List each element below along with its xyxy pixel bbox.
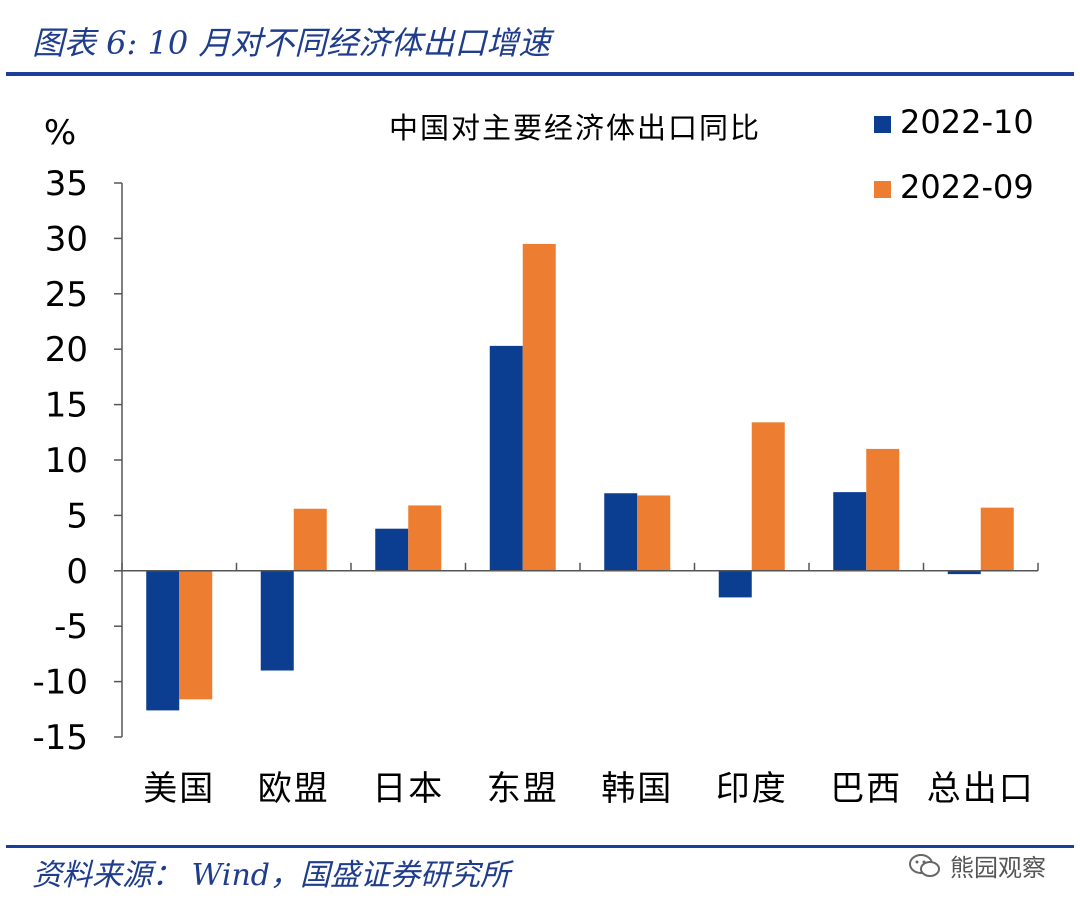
figure-title: 图表 6: 10 月对不同经济体出口增速 [32,24,551,62]
y-tick-label: 10 [45,441,88,481]
y-tick-label: -15 [32,718,88,758]
y-tick-label: 20 [45,330,88,370]
watermark: 熊园观察 [908,848,1046,883]
bar-2022-09-美国 [179,570,213,700]
bar-2022-09-巴西 [866,448,900,571]
bar-2022-09-总出口 [980,507,1014,571]
bar-2022-10-欧盟 [260,570,294,671]
bar-2022-09-东盟 [522,243,556,571]
watermark-text: 熊园观察 [950,854,1046,882]
bar-2022-10-印度 [718,570,752,598]
bar-2022-10-美国 [146,570,180,711]
y-tick-label: 35 [45,164,88,204]
bar-2022-09-印度 [751,422,785,571]
wechat-icon [909,853,940,877]
y-tick-label: 15 [45,386,88,426]
y-tick-label: 25 [45,275,88,315]
x-axis-labels: 美国 欧盟 日本 东盟 韩国 印度 巴西 总出口 [143,769,1035,809]
x-category-label: 日本 [372,769,444,809]
x-category-label: 巴西 [830,769,902,809]
header-rule [6,72,1074,76]
y-tick-label: -10 [32,663,88,703]
legend-swatch [874,181,891,198]
footer-rule [6,845,1074,848]
x-category-label: 美国 [143,769,215,809]
bar-marks [146,243,1014,711]
legend-swatch [874,116,891,133]
x-category-label: 欧盟 [258,769,330,809]
bar-2022-10-巴西 [833,492,867,571]
bar-2022-09-欧盟 [293,508,327,571]
y-tick-label: 5 [66,496,88,536]
x-category-label: 印度 [716,769,788,809]
axes [121,183,1039,737]
bar-2022-09-韩国 [637,495,671,571]
y-tick-label: 0 [66,552,88,592]
bar-2022-10-韩国 [604,493,638,571]
bar-2022-10-日本 [375,528,409,571]
x-category-label: 韩国 [601,769,673,809]
legend: 2022-10 2022-09 [874,103,1034,206]
chart-title: 中国对主要经济体出口同比 [389,111,761,145]
source-note: 资料来源： Wind，国盛证券研究所 [32,858,510,893]
y-axis: 35 30 25 20 15 10 5 0 -5 -10 -15 [32,164,122,758]
legend-label: 2022-09 [900,168,1034,206]
y-tick-label: -5 [54,607,88,647]
y-tick-label: 30 [45,219,88,259]
x-category-label: 总出口 [927,769,1035,809]
bar-chart: 中国对主要经济体出口同比 % 35 30 25 20 15 10 5 0 -5 -10 -15 美国… [32,103,1039,809]
legend-label: 2022-10 [900,103,1034,141]
bar-2022-09-日本 [408,505,442,571]
x-category-label: 东盟 [487,769,559,809]
bar-2022-10-总出口 [947,570,981,575]
y-axis-unit: % [44,113,76,153]
bar-2022-10-东盟 [489,345,523,571]
